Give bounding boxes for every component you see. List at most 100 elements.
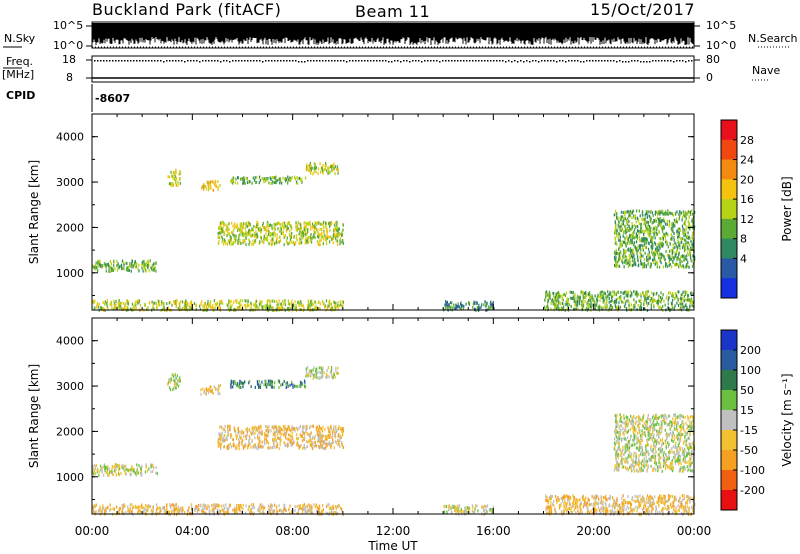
- freq-label: Freq.: [6, 55, 34, 68]
- velocity-region-8: [545, 494, 696, 517]
- colorbar-segment: [721, 350, 737, 371]
- velocity-ytick-label: 1000: [56, 471, 84, 484]
- colorbar-tick-label: 12: [740, 213, 754, 226]
- colorbar-segment: [721, 199, 737, 220]
- power-region-4: [230, 175, 307, 185]
- velocity-panel: 4000 3000 2000 1000 Slant Range [km]: [27, 317, 696, 517]
- colorbar-tick-label: 20: [740, 173, 754, 186]
- velocity-region-3: [200, 383, 221, 396]
- power-region-5: [217, 220, 344, 247]
- colorbar-tick-label: 8: [740, 233, 747, 246]
- velocity-ytick-label: 2000: [56, 425, 84, 438]
- colorbar-segment: [721, 238, 737, 259]
- velocity-ytick-label: 4000: [56, 335, 84, 348]
- colorbar-segment: [721, 139, 737, 161]
- colorbar-tick-label: 200: [740, 344, 761, 357]
- colorbar-tick-label: 24: [740, 154, 754, 167]
- colorbar-segment: [721, 410, 737, 431]
- nsky-tick-bottom: 10^0: [53, 39, 84, 52]
- colorbar-tick-label: -200: [740, 484, 765, 497]
- velocity-region-5: [217, 424, 345, 451]
- power-panel: 4000 3000 2000 1000 Slant Range [km]: [27, 113, 696, 313]
- velocity-region-4: [230, 379, 307, 389]
- colorbar-segment: [721, 120, 737, 141]
- velocity-region-9: [613, 413, 695, 473]
- velocity-ylabel: Slant Range [km]: [27, 364, 41, 468]
- nsky-strip-frame: [91, 21, 695, 49]
- nave-tick-bottom: 0: [706, 71, 713, 84]
- colorbar-segment: [721, 390, 737, 411]
- colorbar-segment: [721, 450, 737, 471]
- power-region-8: [544, 290, 695, 312]
- power-region-6: [305, 161, 339, 176]
- colorbar-label: Velocity [m s⁻¹]: [780, 373, 794, 466]
- nsearch-tick-top: 10^5: [706, 19, 737, 32]
- nsky-tick-top: 10^5: [53, 19, 84, 32]
- freq-strip-frame: [91, 55, 695, 83]
- freq-tick-top: 18: [62, 53, 76, 66]
- power-ytick-label: 4000: [56, 131, 84, 144]
- power-region-0: [92, 259, 157, 273]
- power-ylabel: Slant Range [km]: [27, 160, 41, 264]
- colorbar-segment: [721, 430, 737, 451]
- colorbar-tick-label: 50: [740, 384, 754, 397]
- colorbar-tick-label: 100: [740, 364, 761, 377]
- power-ytick-label: 3000: [56, 176, 84, 189]
- nave-tick-top: 80: [706, 53, 720, 66]
- xtick-label: 12:00: [376, 524, 411, 538]
- colorbar-tick-label: -50: [740, 444, 758, 457]
- xtick-label: 08:00: [275, 524, 310, 538]
- nsearch-label: N.Search: [748, 32, 798, 45]
- colorbar-tick-label: 16: [740, 193, 754, 206]
- station-title: Buckland Park (fitACF): [92, 0, 282, 19]
- power-frame: [91, 113, 695, 311]
- power-region-7: [443, 300, 495, 313]
- velocity-region-0: [92, 463, 158, 477]
- colorbar-segment: [721, 159, 737, 180]
- power-region-9: [613, 209, 696, 269]
- xtick-label: 00:00: [677, 524, 712, 538]
- freq-tick-bottom: 8: [66, 71, 73, 84]
- power-axes: 4000 3000 2000 1000 Slant Range [km]: [27, 113, 695, 310]
- xlabel: Time UT: [367, 539, 418, 553]
- velocity-axes: 4000 3000 2000 1000 Slant Range [km]: [27, 317, 695, 514]
- cpid-label: CPID: [6, 89, 36, 102]
- xtick-label: 16:00: [476, 524, 511, 538]
- date-title: 15/Oct/2017: [590, 0, 696, 19]
- nsky-label: N.Sky: [4, 32, 36, 45]
- velocity-data: [92, 365, 696, 517]
- power-region-2: [167, 168, 181, 187]
- cpid-value: -8607: [95, 92, 131, 105]
- xtick-label: 20:00: [576, 524, 611, 538]
- power-ytick-label: 2000: [56, 221, 84, 234]
- freq-dots: [94, 60, 693, 63]
- colorbar-label: Power [dB]: [780, 176, 794, 241]
- velocity-colorbar: 200 100 50 15 -15 -50 -100 -200 Velocity [m s⁻¹]: [720, 329, 794, 511]
- colorbar-tick-label: 15: [740, 404, 754, 417]
- colorbar-tick-label: 4: [740, 252, 747, 265]
- freq-unit: [MHz]: [2, 68, 35, 81]
- velocity-region-2: [167, 373, 181, 392]
- colorbar-segment: [721, 470, 737, 491]
- velocity-region-6: [305, 365, 339, 380]
- power-ytick-label: 1000: [56, 267, 84, 280]
- colorbar-segment: [721, 330, 737, 351]
- velocity-frame: [91, 317, 695, 515]
- colorbar-segment: [721, 278, 737, 299]
- nsearch-tick-bottom: 10^0: [706, 39, 737, 52]
- nave-label: Nave: [752, 64, 781, 77]
- colorbar-tick-label: -15: [740, 424, 758, 437]
- power-colorbar: 28 24 20 16 12 8 4 Power [dB]: [720, 119, 794, 299]
- xtick-label: 00:00: [75, 524, 110, 538]
- nsky-bars: [92, 23, 694, 45]
- colorbar-segment: [721, 490, 737, 511]
- velocity-ytick-label: 3000: [56, 380, 84, 393]
- colorbar-segment: [721, 179, 737, 200]
- time-axis: 00:00 04:00 08:00 12:00 16:00 20:00 00:00 Time …: [75, 524, 712, 553]
- colorbar-tick-label: -100: [740, 464, 765, 477]
- xtick-label: 04:00: [175, 524, 210, 538]
- power-data: [92, 161, 696, 313]
- beam-title: Beam 11: [355, 2, 431, 21]
- power-region-3: [201, 179, 221, 192]
